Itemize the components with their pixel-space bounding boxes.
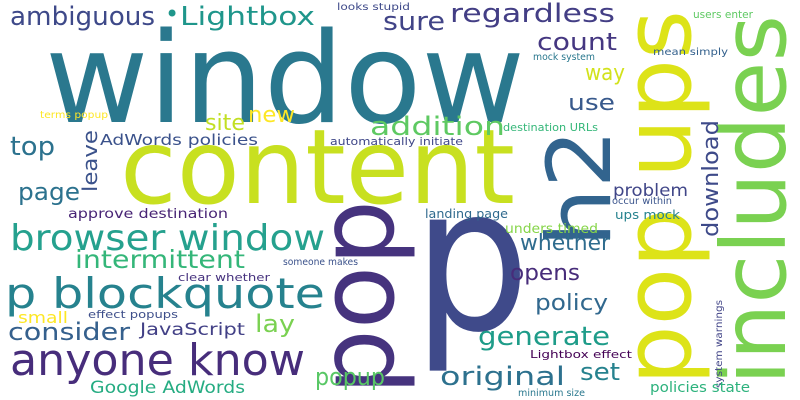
word: occur within [612,196,672,207]
word: users enter [693,8,753,21]
word: count [537,28,617,56]
word: system warnings [714,300,725,388]
word: way [585,61,625,86]
word: small [18,308,68,327]
word: sure [383,7,445,37]
word: addition [370,112,505,142]
word: lay [255,310,295,338]
word: • [165,0,179,28]
word: Google AdWords [90,378,245,398]
word: p [413,144,530,377]
word: regardless [450,0,615,29]
word: whether [520,231,611,256]
word: mock system [533,52,595,63]
word: landing page [425,207,508,221]
word: problem [613,181,688,201]
word: includes [702,15,800,385]
word: destination URLs [503,121,598,134]
word: policy [535,291,608,316]
word: approve destination [68,207,228,222]
word: browser window [10,218,325,259]
word: window [45,5,525,152]
word: original [440,362,565,392]
word: mean simply [653,47,728,58]
word: page [18,178,80,206]
word: intermittent [75,245,245,274]
word: content [120,108,515,228]
word: effect popups [88,308,178,321]
word: opens [510,261,580,286]
word: p blockquote [5,269,325,318]
word: terms popup [40,110,108,121]
word: policies state [650,380,750,396]
word: consider [8,318,130,346]
word: set [580,358,620,386]
word: unders timed [505,222,598,237]
word: someone makes [283,257,358,268]
word: ups mock [615,208,680,222]
word: pop ups [604,10,713,385]
word: pop [296,200,418,395]
word: generate [478,322,610,352]
word: ambiguous [10,2,155,32]
word: minimum size [518,388,585,399]
word: top [10,132,55,162]
word: clear whether [178,271,271,284]
word: leave [78,130,102,192]
word: anyone know [10,335,305,386]
word: new [248,103,295,128]
word: looks stupid [337,2,410,13]
word: AdWords policies [100,131,258,149]
word: download [699,120,724,237]
word: h2 [528,129,631,247]
word: Lightbox [180,2,315,32]
word: site [205,111,245,136]
word: automatically initiate [330,135,463,148]
word: Lightbox effect [530,348,633,361]
word: JavaScript [139,320,246,340]
word: use [568,91,615,116]
word: popup [315,363,385,391]
